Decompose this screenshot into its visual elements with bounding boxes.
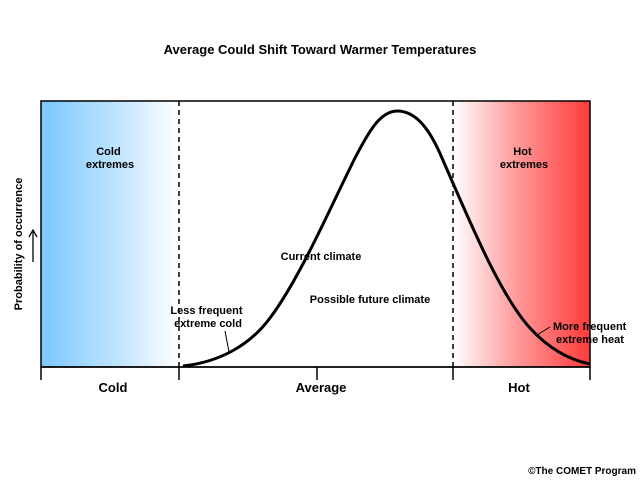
less-frequent-cold-label: Less frequent extreme cold [170, 305, 245, 330]
cold-extremes-region [41, 101, 179, 367]
hot-extremes-label: Hot extremes [500, 146, 548, 171]
x-label-cold: Cold [99, 380, 128, 395]
future-climate-label: Possible future climate [310, 294, 430, 306]
current-climate-label: Current climate [281, 251, 362, 263]
less-frequent-cold-pointer [224, 330, 230, 353]
x-axis [40, 366, 591, 380]
credit-text: ©The COMET Program [528, 466, 636, 477]
diagram-title: Average Could Shift Toward Warmer Temper… [164, 42, 477, 57]
more-frequent-heat-label: More frequent extreme heat [553, 321, 629, 346]
future-climate-curve [182, 109, 591, 368]
cold-extremes-label: Cold extremes [86, 146, 134, 171]
x-label-average: Average [296, 380, 347, 395]
up-arrow-icon [28, 228, 38, 262]
y-axis-label: Probability of occurrence [13, 178, 25, 311]
more-frequent-heat-pointer [536, 326, 551, 336]
x-label-hot: Hot [508, 380, 530, 395]
